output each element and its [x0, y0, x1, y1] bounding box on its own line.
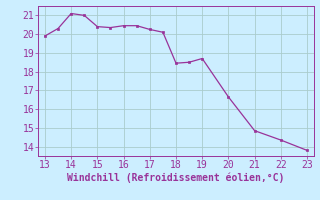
X-axis label: Windchill (Refroidissement éolien,°C): Windchill (Refroidissement éolien,°C): [67, 173, 285, 183]
